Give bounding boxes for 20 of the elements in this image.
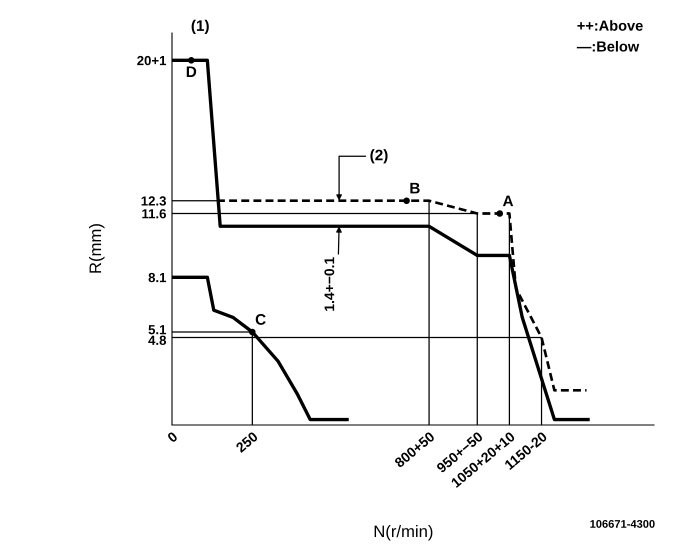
y-tick-label: 5.1 xyxy=(148,325,166,334)
x-axis-title: N(r/min) xyxy=(374,524,432,540)
annotation: —:Below xyxy=(576,40,640,52)
text: 106671-4300 xyxy=(590,520,655,528)
annotation: A xyxy=(502,196,514,206)
y-axis-title: R(mm) xyxy=(88,224,105,273)
annotation: D xyxy=(186,66,196,77)
annotation: C xyxy=(256,314,266,325)
y-tick-label: 8.1 xyxy=(148,272,166,282)
y-tick-label: 12.3 xyxy=(142,196,166,206)
annotation: B xyxy=(410,182,420,194)
y-tick-label: 20+1 xyxy=(137,56,166,66)
y-tick-label: 11.6 xyxy=(142,209,166,218)
x-tick-label: 250 xyxy=(235,431,258,453)
y-tick-label: 4.8 xyxy=(148,336,166,345)
annotation: 1.4+−0.1 xyxy=(324,257,334,311)
x-tick-label: 0 xyxy=(166,431,178,443)
annotation: (1) xyxy=(192,20,209,34)
annotation: (2) xyxy=(370,149,388,164)
text: ++:Above xyxy=(577,20,643,31)
